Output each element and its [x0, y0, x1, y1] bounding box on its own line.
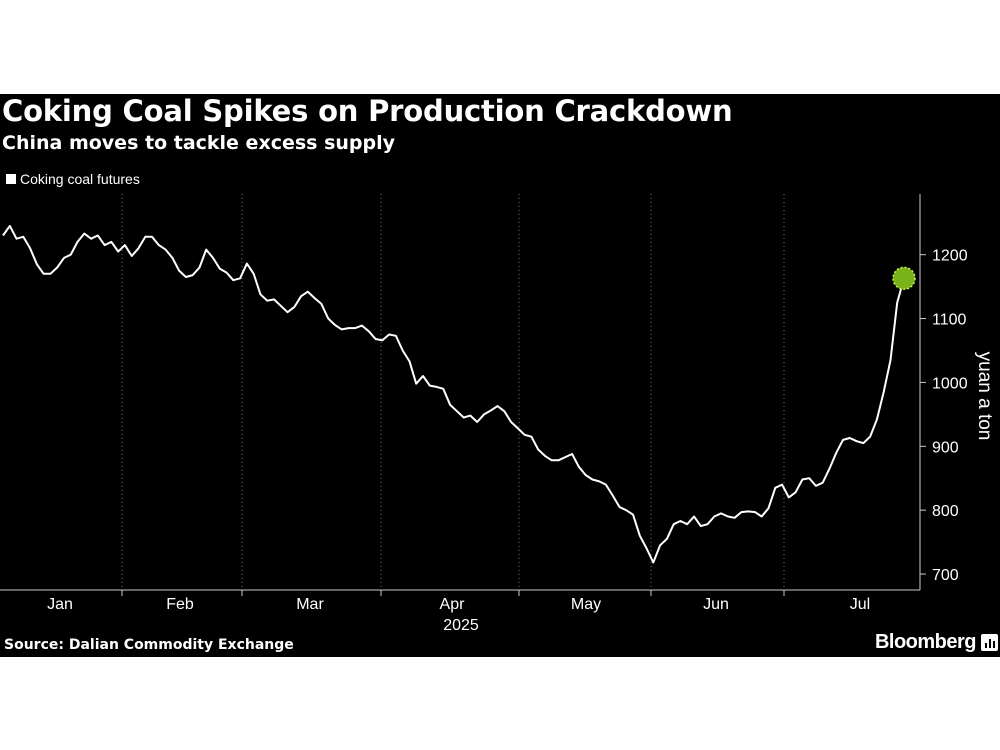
chart-panel: Coking Coal Spikes on Production Crackdo… [0, 94, 1000, 657]
axes: 700 800 900 1000 1100 1200 yuan a ton Jan Feb Mar… [0, 194, 995, 634]
series-line-coking-coal [2, 224, 905, 564]
y-axis-title: yuan a ton [974, 352, 995, 441]
x-tick-label: Feb [166, 596, 194, 613]
y-tick-label: 1100 [932, 312, 967, 329]
bloomberg-chart-icon [981, 634, 998, 651]
y-tick-label: 800 [932, 503, 959, 520]
y-tick-label: 1200 [932, 248, 968, 265]
legend: Coking coal futures [6, 171, 140, 187]
grid [121, 194, 785, 590]
latest-value-marker [892, 266, 916, 291]
x-tick-label: Apr [440, 596, 466, 613]
y-tick-label: 900 [932, 439, 959, 456]
x-tick-label: Jan [47, 596, 73, 613]
x-tick-label: May [571, 596, 601, 613]
series-layer [2, 224, 916, 564]
y-tick-label: 700 [932, 567, 959, 584]
x-tick-label: Mar [296, 596, 324, 613]
bloomberg-logo: Bloomberg [874, 631, 977, 653]
year-label: 2025 [443, 617, 479, 634]
chart-subtitle: China moves to tackle excess supply [2, 132, 396, 154]
line-chart: 700 800 900 1000 1100 1200 yuan a ton Jan Feb Mar… [0, 194, 995, 634]
source-note: Source: Dalian Commodity Exchange [4, 637, 294, 653]
legend-swatch [6, 174, 16, 184]
y-tick-label: 1000 [932, 375, 968, 392]
legend-label: Coking coal futures [20, 171, 140, 187]
x-tick-label: Jul [850, 596, 870, 613]
chart-title: Coking Coal Spikes on Production Crackdo… [2, 94, 733, 128]
x-tick-label: Jun [703, 596, 729, 613]
